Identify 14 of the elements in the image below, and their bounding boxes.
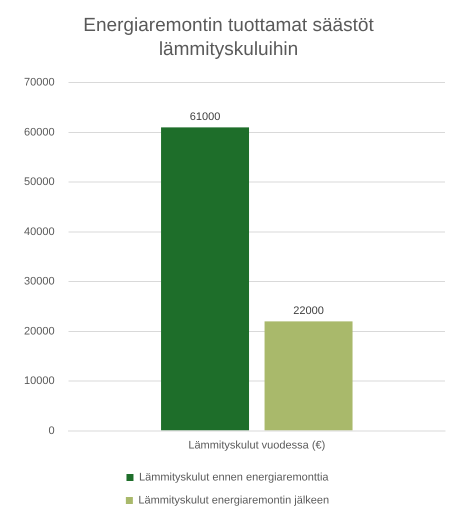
legend-label: Lämmityskulut ennen energiaremonttia — [138, 472, 330, 484]
data-label: 61000 — [190, 110, 220, 123]
x-tick-label: Lämmityskulut vuodessa (€) — [188, 439, 326, 452]
legend-label: Lämmityskulut energiaremontin jälkeen — [138, 494, 330, 507]
y-tick-label: 0 — [48, 424, 55, 437]
data-label: 22000 — [293, 304, 324, 317]
y-tick-label: 10000 — [24, 375, 55, 388]
y-tick-label: 40000 — [24, 226, 55, 238]
y-tick-label: 30000 — [24, 276, 55, 288]
y-tick-label: 20000 — [24, 325, 55, 338]
y-tick-label: 50000 — [24, 176, 55, 188]
y-tick-label: 70000 — [24, 76, 55, 89]
chart-title: Energiaremontin tuottamat säästöt lämmityskuluihin — [82, 14, 375, 62]
y-tick-label: 60000 — [24, 126, 55, 138]
